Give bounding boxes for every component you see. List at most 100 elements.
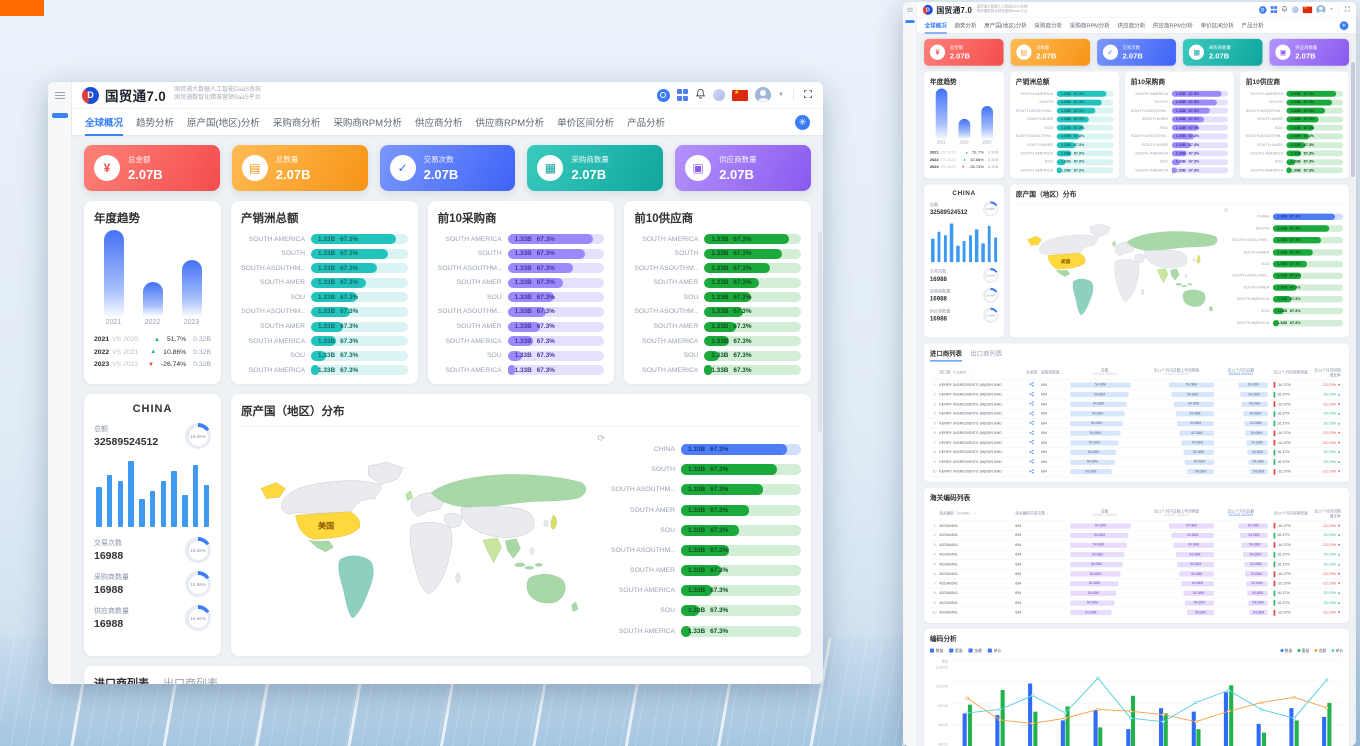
- country-bar-row[interactable]: SOU 1.33B 67.3%: [611, 524, 801, 536]
- relation-graph-icon[interactable]: [1029, 449, 1034, 455]
- trend-bar[interactable]: 2022: [958, 118, 970, 145]
- relation-graph-icon[interactable]: [1029, 420, 1034, 427]
- hbar-row[interactable]: SOUTH AMERICA 1.33B 67.3%: [1016, 167, 1114, 174]
- hbar-row[interactable]: SOUTH AMER 1.33B 67.3%: [241, 277, 408, 288]
- kpi-card[interactable]: ✓ 交易次数 2.07B: [379, 145, 516, 191]
- hbar-row[interactable]: SOU 1.33B 67.3%: [1246, 124, 1344, 131]
- hbar-row[interactable]: SOUTH 1.33B 67.3%: [634, 248, 802, 259]
- list-tab[interactable]: 进口商列表: [94, 675, 149, 684]
- importer-table-row[interactable]: 10 KERRY INGREDIENTS (M)SDN BHD 694 54.0…: [929, 467, 1344, 477]
- kpi-card[interactable]: ▣ 供应商数量 2.07B: [1269, 38, 1349, 66]
- user-menu-caret-icon[interactable]: ▼: [1329, 7, 1334, 12]
- hbar-row[interactable]: SOUTH 1.33B 67.3%: [438, 248, 605, 259]
- hbar-row[interactable]: SOUTH AMER 1.33B 67.3%: [1016, 116, 1114, 123]
- trend-bar[interactable]: 2021: [103, 230, 124, 326]
- sidebar-active-indicator[interactable]: [905, 20, 915, 23]
- kpi-card[interactable]: ▤ 总数量 2.07B: [1010, 38, 1090, 66]
- customs-table-row[interactable]: 5 452346541 694 54.08M 54.08M 54.08M 16.…: [929, 560, 1344, 570]
- col-growth-header[interactable]: 近12个月内同期增长率: [1314, 509, 1341, 519]
- notification-bell-icon[interactable]: [695, 86, 706, 104]
- list-tab[interactable]: 出口商列表: [970, 350, 1003, 358]
- hbar-row[interactable]: SOUTH AMERICA 1.33B 67.3%: [1016, 150, 1114, 157]
- hbar-row[interactable]: SOUTH AMERICA 1.33B 67.3%: [1016, 90, 1114, 97]
- country-bar-row[interactable]: SOUTH AMER 1.33B 67.3%: [1232, 284, 1344, 291]
- relation-graph-icon[interactable]: [1029, 459, 1034, 465]
- status-dot-icon[interactable]: [1291, 6, 1299, 14]
- importer-table-row[interactable]: 7 KERRY INGREDIENTS (M)SDN BHD 694 54.08…: [929, 438, 1344, 448]
- nav-tab[interactable]: 全球概况: [85, 108, 124, 136]
- relation-graph-icon[interactable]: [1029, 391, 1034, 398]
- legend-item[interactable]: 重量: [1297, 647, 1309, 653]
- legend-item[interactable]: 数量: [1280, 647, 1292, 653]
- trend-bar[interactable]: 2023: [181, 260, 202, 326]
- nav-tab[interactable]: 产品分析: [627, 118, 666, 129]
- kpi-card[interactable]: ✓ 交易次数 2.07B: [1096, 38, 1177, 66]
- hbar-row[interactable]: SOUTH AMER 1.33B 67.3%: [438, 321, 605, 332]
- country-bar-row[interactable]: SOUTH AMER 1.33B 67.3%: [611, 565, 801, 577]
- importer-table-row[interactable]: 9 KERRY INGREDIENTS (M)SDN BHD 694 54.08…: [929, 458, 1344, 468]
- importer-table-row[interactable]: 3 KERRY INGREDIENTS (M)SDN BHD 694 54.08…: [929, 400, 1344, 410]
- window-scrollbar[interactable]: [1351, 62, 1355, 177]
- country-bar-row[interactable]: SOU 1.33B 67.3%: [611, 605, 801, 617]
- country-bar-row[interactable]: SOU 1.33B 67.3%: [1232, 307, 1344, 315]
- legend-item[interactable]: 单价: [1331, 647, 1343, 653]
- hbar-row[interactable]: SOUTH ASOUTHM... 1.33B 67.3%: [438, 306, 605, 317]
- nav-tab[interactable]: 供应商分析: [1117, 23, 1146, 30]
- series-checkbox[interactable]: ✓ 金额: [968, 648, 982, 654]
- kpi-card[interactable]: ¥ 总金额 2.07B: [924, 38, 1004, 66]
- nav-tab[interactable]: 供应商分析: [415, 118, 463, 129]
- apps-grid-icon[interactable]: [676, 89, 689, 101]
- nav-tab[interactable]: 采购商RPM分析: [1069, 23, 1110, 30]
- hbar-row[interactable]: SOUTH AMER 1.33B 67.3%: [1246, 116, 1344, 123]
- country-bar-row[interactable]: SOUTH ASOUTHM... 1.33B 67.3%: [1232, 237, 1344, 244]
- hbar-row[interactable]: SOUTH ASOUTHM... 1.33B 67.3%: [634, 306, 802, 317]
- ai-assistant-icon[interactable]: ✳: [795, 114, 810, 130]
- country-bar-row[interactable]: SOUTH ASOUTHM... 1.33B 67.3%: [611, 544, 801, 556]
- country-bar-row[interactable]: SOU 1.33B 67.3%: [1232, 260, 1344, 268]
- customs-table-row[interactable]: 1 452346541 694 54.08M 54.08M 54.08M -16…: [929, 521, 1344, 531]
- status-dot-icon[interactable]: [713, 89, 726, 101]
- hbar-row[interactable]: SOUTH ASOUTHM... 1.33B 67.3%: [438, 263, 605, 274]
- importer-table-row[interactable]: 8 KERRY INGREDIENTS (M)SDN BHD 694 54.08…: [929, 448, 1344, 458]
- list-tab[interactable]: 出口商列表: [163, 675, 218, 684]
- hbar-row[interactable]: SOUTH 1.33B 67.3%: [241, 248, 408, 259]
- user-menu-caret-icon[interactable]: ▼: [778, 92, 784, 98]
- kpi-card[interactable]: ▦ 采购商数量 2.07B: [527, 145, 664, 191]
- series-checkbox[interactable]: ✓ 单价: [987, 648, 1002, 654]
- hbar-row[interactable]: SOUTH 1.33B 67.3%: [1131, 99, 1229, 106]
- col-count-header[interactable]: 采购商数量↕: [1040, 371, 1063, 376]
- hbar-row[interactable]: SOU 1.33B 67.3%: [1131, 124, 1229, 131]
- hbar-row[interactable]: SOU 1.33B 67.3%: [1016, 159, 1114, 165]
- hbar-row[interactable]: SOUTH AMERICA 1.33B 67.3%: [1246, 167, 1344, 174]
- col-amount-header[interactable]: 总额 2023/01-2023/12: [1092, 368, 1118, 377]
- kpi-card[interactable]: ▣ 供应商数量 2.07B: [675, 145, 811, 191]
- relation-graph-icon[interactable]: [1029, 382, 1034, 388]
- nav-tab[interactable]: 单价区间分析: [1200, 23, 1234, 30]
- ai-assistant-icon[interactable]: ✳: [1339, 20, 1349, 30]
- nav-tab[interactable]: 趋势分析: [954, 23, 977, 30]
- hbar-row[interactable]: SOUTH 1.33B 67.3%: [1016, 99, 1114, 106]
- nav-tab[interactable]: 采购商分析: [1034, 23, 1063, 30]
- hbar-row[interactable]: SOUTH ASOUTHM... 1.33B 67.3%: [1131, 107, 1229, 114]
- fullscreen-icon[interactable]: [803, 86, 813, 104]
- customs-table-row[interactable]: 6 452346541 694 54.08M 54.08M 54.08M -16…: [929, 569, 1344, 580]
- nav-tab[interactable]: 单价区间分析: [557, 118, 615, 129]
- hbar-row[interactable]: SOU 1.33B 67.3%: [241, 292, 408, 303]
- kpi-card[interactable]: ▦ 采购商数量 2.07B: [1183, 38, 1263, 66]
- nav-tab[interactable]: 供应商RPM分析: [1152, 23, 1193, 30]
- nav-tab[interactable]: 供应商RPM分析: [475, 118, 545, 129]
- importer-table-row[interactable]: 5 KERRY INGREDIENTS (M)SDN BHD 694 54.08…: [929, 419, 1344, 429]
- hbar-row[interactable]: SOU 1.33B 67.3%: [634, 350, 802, 361]
- country-bar-row[interactable]: SOUTH AMERICA 1.33B 67.3%: [611, 585, 801, 597]
- col-current-header[interactable]: 近12个月内总额 2022/01-2023/12: [1227, 368, 1255, 377]
- country-bar-row[interactable]: SOUTH 1.33B 67.3%: [1232, 225, 1344, 232]
- hbar-row[interactable]: SOUTH ASOUTHM... 1.33B 67.3%: [1246, 107, 1344, 114]
- importer-table-row[interactable]: 6 KERRY INGREDIENTS (M)SDN BHD 694 54.08…: [929, 429, 1344, 439]
- hbar-row[interactable]: SOUTH ASOUTHM... 1.33B 67.3%: [1131, 133, 1229, 140]
- relation-graph-icon[interactable]: [1029, 440, 1034, 446]
- hbar-row[interactable]: SOUTH AMER 1.33B 67.3%: [1131, 116, 1229, 123]
- country-bar-row[interactable]: CHINA 1.33B 67.3%: [1232, 213, 1344, 220]
- code-analysis-chart[interactable]: [950, 659, 1344, 746]
- window-scrollbar[interactable]: [818, 232, 822, 432]
- hbar-row[interactable]: SOUTH AMERICA 1.33B 67.3%: [241, 234, 408, 244]
